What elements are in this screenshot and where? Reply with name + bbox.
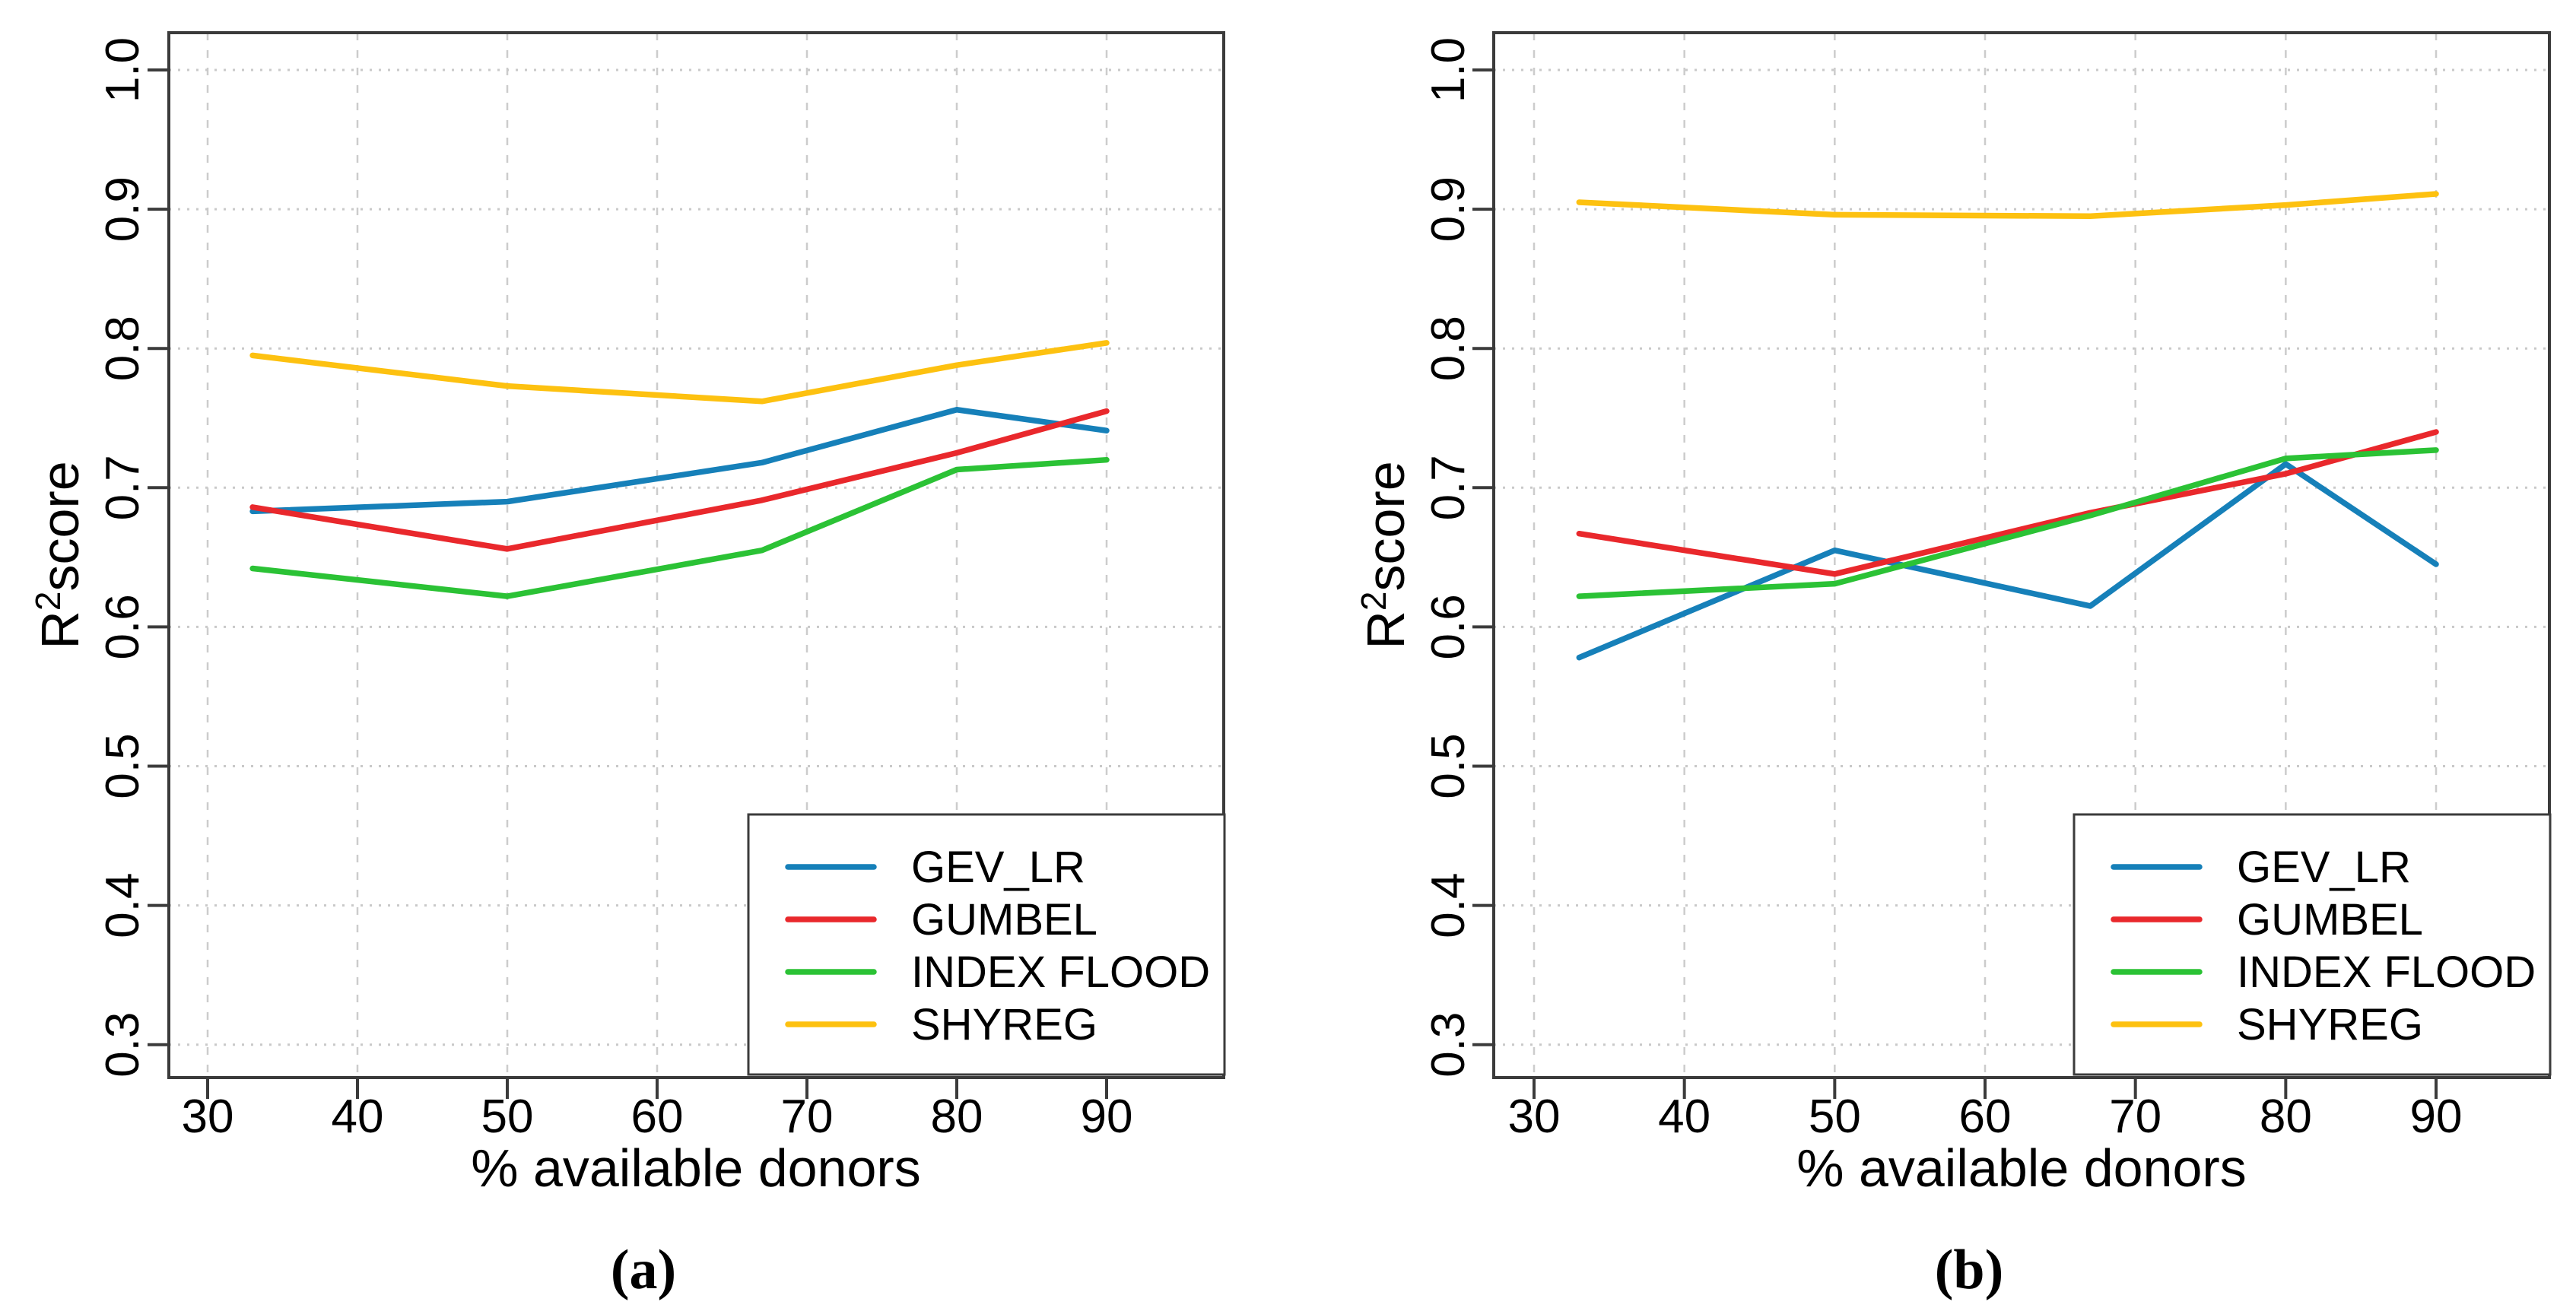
y-tick-label-0.7: 0.7 bbox=[1422, 455, 1475, 520]
series-line-GUMBEL bbox=[249, 408, 1110, 552]
x-tick-label-90: 90 bbox=[1081, 1091, 1133, 1143]
series-line-SHYREG bbox=[249, 340, 1110, 405]
x-tick-label-40: 40 bbox=[332, 1091, 384, 1143]
x-tick-label-70: 70 bbox=[781, 1091, 834, 1143]
y-tick-label-0.8: 0.8 bbox=[1422, 316, 1475, 381]
legend-box bbox=[747, 813, 1226, 1076]
y-tick-label-0.4: 0.4 bbox=[97, 872, 149, 938]
series-line-INDEX-FLOOD bbox=[1576, 447, 2439, 599]
y-tick-label-0.3: 0.3 bbox=[1422, 1012, 1475, 1078]
y-tick-label-0.5: 0.5 bbox=[97, 733, 149, 798]
panel-b-caption: (b) bbox=[1935, 1239, 2003, 1301]
panel-b: 30 40 50 60 70 80 90 0.3 0.4 0.5 0.6 0.7 0.8 0.9 1.0 GE… bbox=[1354, 31, 2552, 1301]
x-tick-label-80: 80 bbox=[2260, 1091, 2312, 1143]
y-tick-label-0.9: 0.9 bbox=[1422, 176, 1475, 242]
y-tick-label-0.9: 0.9 bbox=[97, 176, 149, 242]
plot-border bbox=[1492, 31, 2551, 1079]
x-tick-label-80: 80 bbox=[931, 1091, 983, 1143]
y-tick-label-0.3: 0.3 bbox=[97, 1012, 149, 1078]
legend-label-SHYREG: SHYREG bbox=[2237, 1000, 2423, 1049]
legend-label-INDEX-FLOOD: INDEX FLOOD bbox=[2237, 948, 2536, 997]
legend-label-GEV_LR: GEV_LR bbox=[911, 843, 1085, 892]
x-tick-label-50: 50 bbox=[481, 1091, 534, 1143]
panel-a: 30 40 50 60 70 80 90 0.3 0.4 0.5 0.6 0.7 0.8 0.9 1.0 GE… bbox=[28, 31, 1226, 1301]
y-tick-label-0.6: 0.6 bbox=[97, 594, 149, 659]
panel-b-y-axis-title: R2score bbox=[1354, 461, 1415, 649]
legend-label-GUMBEL: GUMBEL bbox=[911, 895, 1097, 944]
panel-a-caption: (a) bbox=[611, 1239, 676, 1301]
y-tick-label-0.7: 0.7 bbox=[97, 455, 149, 520]
x-tick-label-50: 50 bbox=[1809, 1091, 1861, 1143]
y-tick-label-1.0: 1.0 bbox=[97, 37, 149, 103]
series-line-GUMBEL bbox=[1576, 429, 2439, 577]
y-tick-label-1.0: 1.0 bbox=[1422, 37, 1475, 103]
panel-a-y-axis-title: R2score bbox=[28, 461, 90, 649]
x-tick-label-60: 60 bbox=[631, 1091, 684, 1143]
y-tick-label-0.5: 0.5 bbox=[1422, 733, 1475, 798]
y-tick-label-0.6: 0.6 bbox=[1422, 594, 1475, 659]
legend-label-GUMBEL: GUMBEL bbox=[2237, 895, 2423, 944]
x-tick-label-90: 90 bbox=[2410, 1091, 2463, 1143]
series-line-INDEX-FLOOD bbox=[249, 456, 1110, 599]
x-tick-label-30: 30 bbox=[1508, 1091, 1561, 1143]
panel-b-x-axis-title: % available donors bbox=[1796, 1138, 2246, 1198]
y-tick-label-0.4: 0.4 bbox=[1422, 872, 1475, 938]
plot-border bbox=[167, 31, 1225, 1079]
legend-label-GEV_LR: GEV_LR bbox=[2237, 843, 2411, 892]
y-tick-label-0.8: 0.8 bbox=[97, 316, 149, 381]
series-line-GEV_LR bbox=[249, 407, 1110, 515]
legend-label-INDEX-FLOOD: INDEX FLOOD bbox=[911, 948, 1210, 997]
legend-box bbox=[2073, 813, 2552, 1076]
x-tick-label-30: 30 bbox=[182, 1091, 234, 1143]
panel-a-x-axis-title: % available donors bbox=[471, 1138, 920, 1198]
x-tick-label-60: 60 bbox=[1959, 1091, 2012, 1143]
x-tick-label-40: 40 bbox=[1658, 1091, 1710, 1143]
legend-label-SHYREG: SHYREG bbox=[911, 1000, 1097, 1049]
series-line-GEV_LR bbox=[1576, 461, 2439, 661]
x-tick-label-70: 70 bbox=[2109, 1091, 2161, 1143]
series-line-SHYREG bbox=[1576, 191, 2439, 220]
